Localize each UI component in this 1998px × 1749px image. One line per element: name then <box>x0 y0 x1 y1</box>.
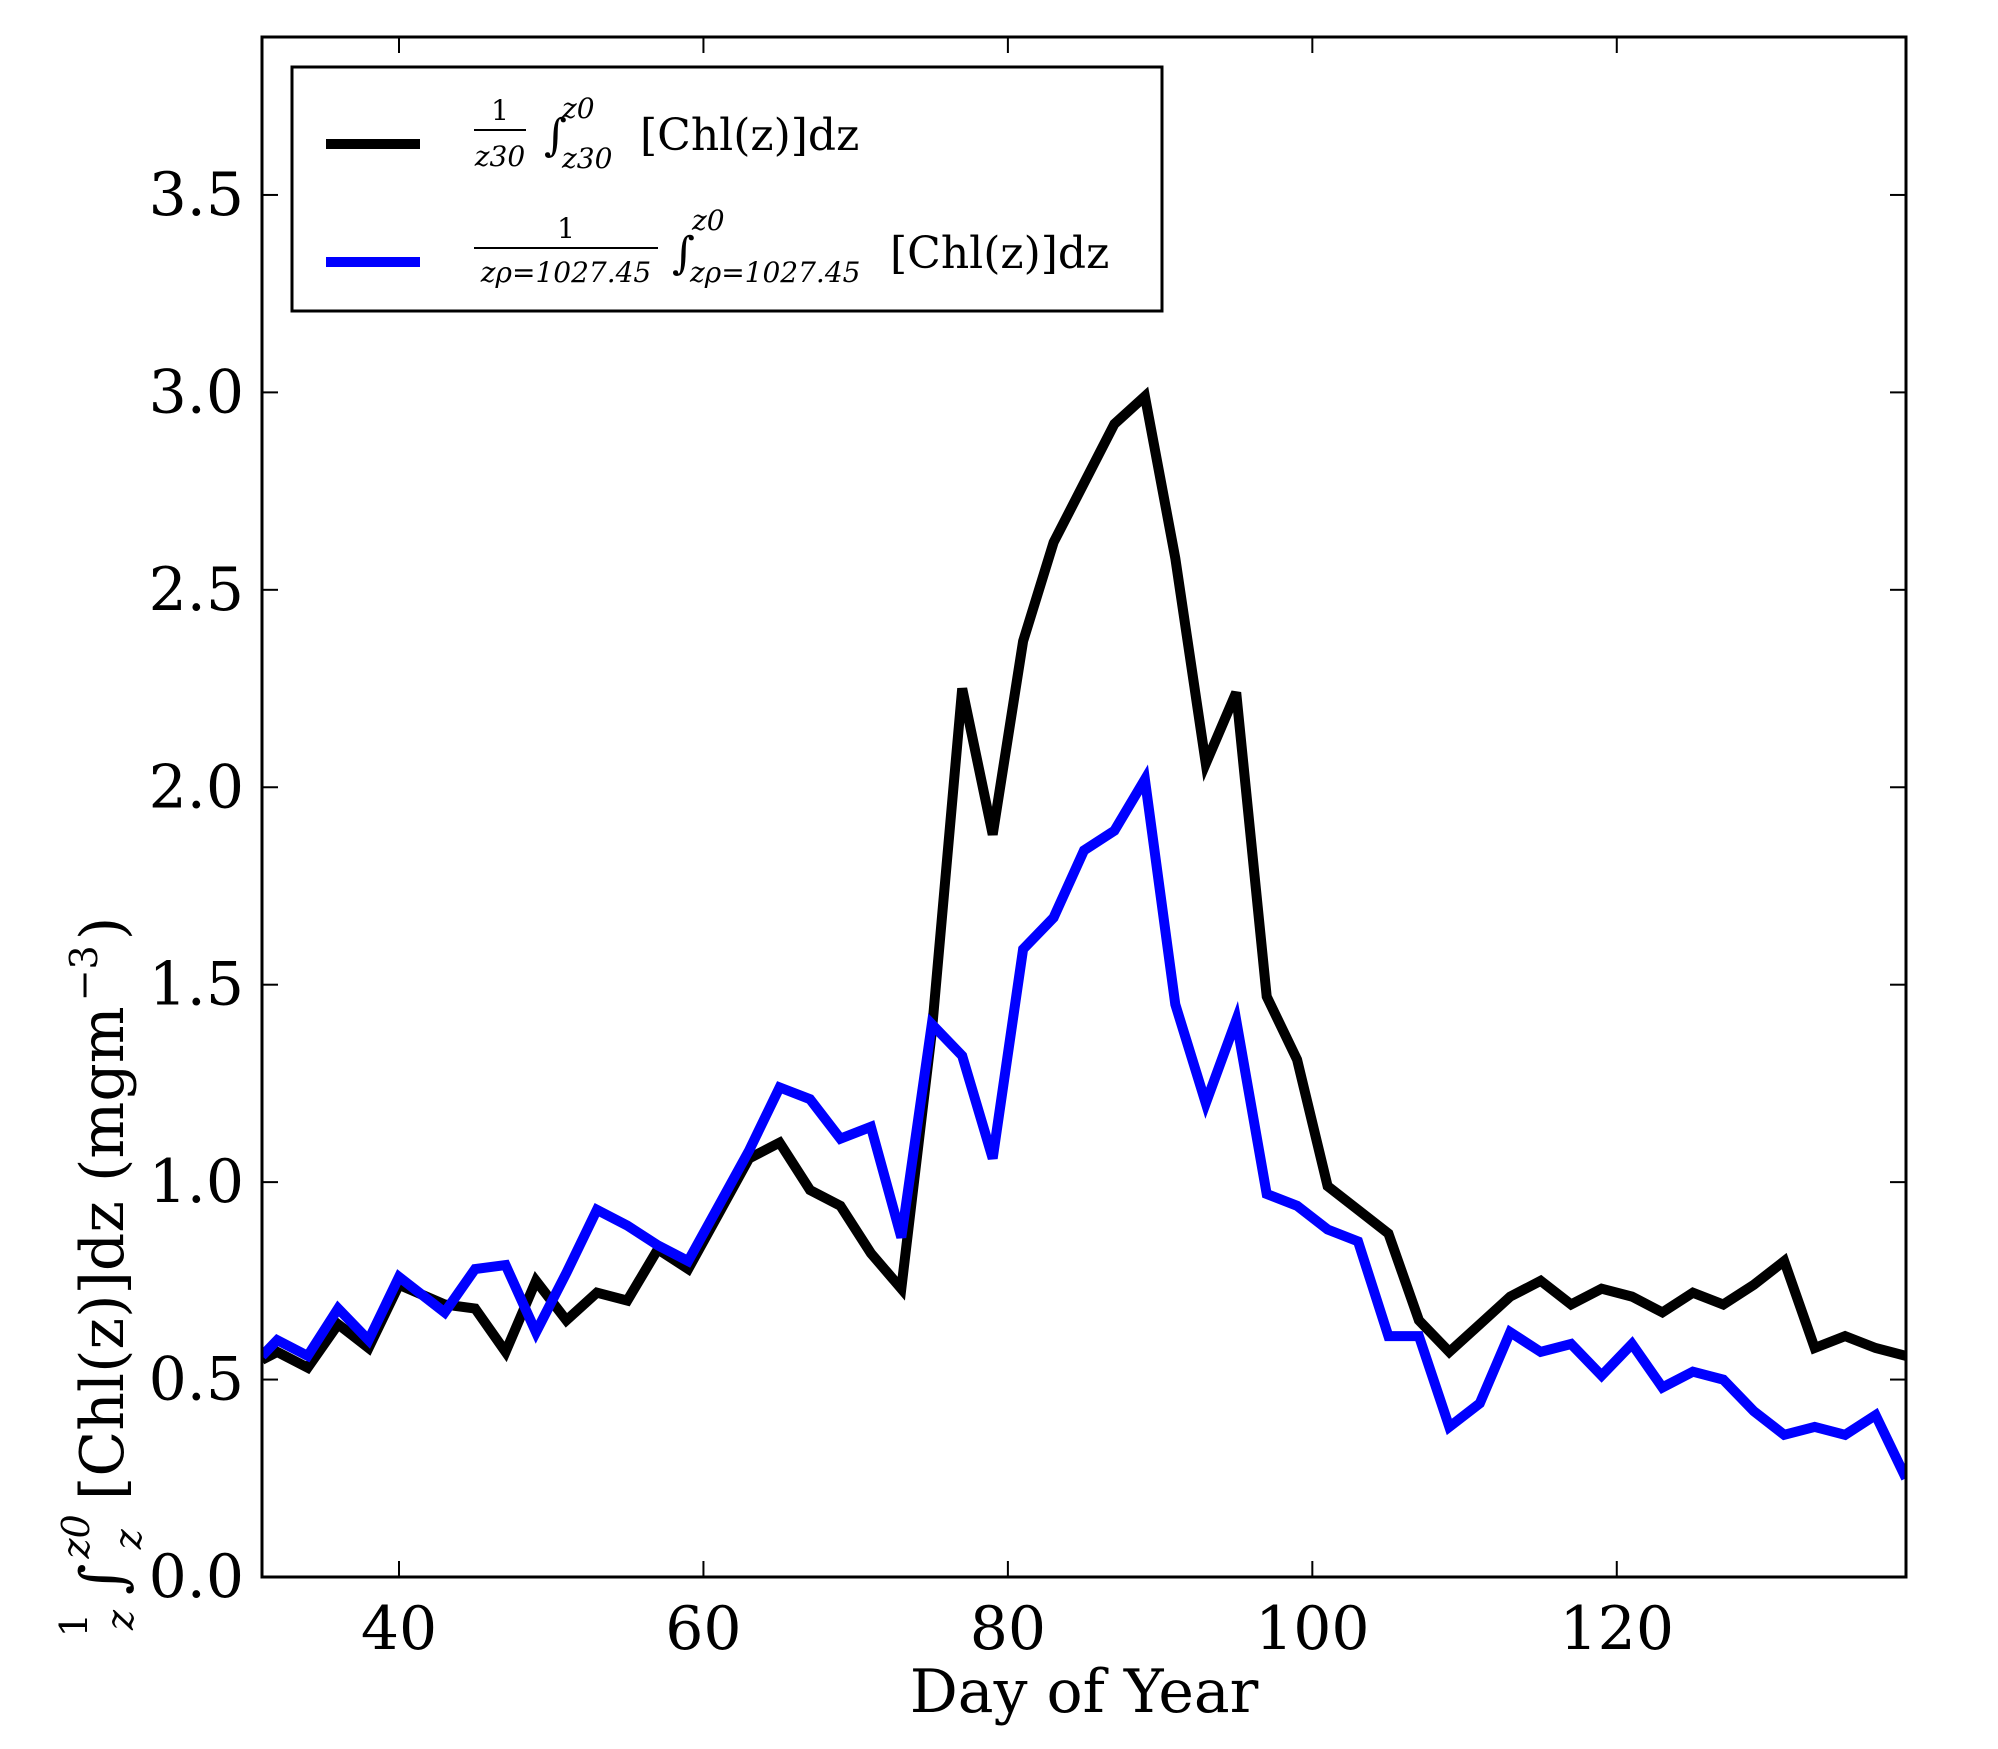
x-tick-label: 120 <box>1560 1594 1675 1664</box>
legend-black-num: 1 <box>491 94 509 127</box>
x-tick-label: 60 <box>665 1594 741 1664</box>
y-tick-label: 1.5 <box>149 950 244 1020</box>
legend-black-upper: z0 <box>561 92 595 125</box>
y-tick-label: 0.5 <box>149 1345 244 1415</box>
legend-black-lower: z30 <box>561 142 612 175</box>
x-tick-label: 80 <box>970 1594 1046 1664</box>
legend-entry-black: 1 z30 ∫ z0 z30 [Chl(z)]dz <box>474 92 859 175</box>
y-tick-label: 2.0 <box>149 752 244 822</box>
plot-frame <box>260 35 1908 1579</box>
legend: 1 z30 ∫ z0 z30 [Chl(z)]dz 1 zρ=1027.45 ∫… <box>290 65 1164 313</box>
y-tick-label: 3.5 <box>149 160 244 230</box>
y-tick-label: 3.0 <box>149 357 244 427</box>
series-layer <box>262 386 1906 1481</box>
y-label-superscript: −3 <box>62 945 106 1001</box>
svg-text:1 z ∫ z0: 1 z ∫ z0 z [Chl(z)]dz (mgm −3 ) <box>52 917 150 1638</box>
y-tick-label: 1.0 <box>149 1147 244 1217</box>
y-label-body: [Chl(z)]dz (mgm <box>68 1006 138 1500</box>
ticks-layer: 40 60 80 100 120 0.0 0.5 1.0 1.5 2.0 2.5 3.0 3.5 <box>149 37 1906 1664</box>
legend-black-den: z30 <box>474 140 525 173</box>
y-label-lower-limit: z <box>106 1528 150 1550</box>
x-tick-label: 100 <box>1255 1594 1370 1664</box>
y-label-close: ) <box>68 917 138 940</box>
y-label-integral: ∫ <box>68 1564 138 1595</box>
y-tick-label: 0.0 <box>149 1542 244 1612</box>
legend-frame <box>290 65 1164 313</box>
y-label-frac-den: z <box>98 1609 142 1631</box>
series-line-black <box>262 386 1906 1375</box>
legend-blue-upper: z0 <box>691 204 725 237</box>
y-label-upper-limit: z0 <box>54 1514 98 1559</box>
legend-black-integral: ∫ <box>544 110 567 161</box>
legend-entry-blue: 1 zρ=1027.45 ∫ z0 zρ=1027.45 [Chl(z)]dz <box>474 204 1109 289</box>
x-tick-label: 40 <box>361 1594 437 1664</box>
x-axis-label: Day of Year <box>910 1657 1259 1727</box>
legend-blue-integral: ∫ <box>672 228 695 279</box>
legend-black-body: [Chl(z)]dz <box>640 110 859 161</box>
y-axis-label: 1 z ∫ z0 z [Chl(z)]dz (mgm −3 ) <box>52 917 150 1638</box>
y-label-frac-num: 1 <box>52 1613 96 1637</box>
y-tick-label: 2.5 <box>149 555 244 625</box>
legend-blue-lower: zρ=1027.45 <box>689 256 860 289</box>
legend-blue-num: 1 <box>557 212 575 245</box>
series-line-blue <box>262 764 1906 1481</box>
legend-blue-body: [Chl(z)]dz <box>890 228 1109 279</box>
legend-blue-den: zρ=1027.45 <box>480 256 651 289</box>
